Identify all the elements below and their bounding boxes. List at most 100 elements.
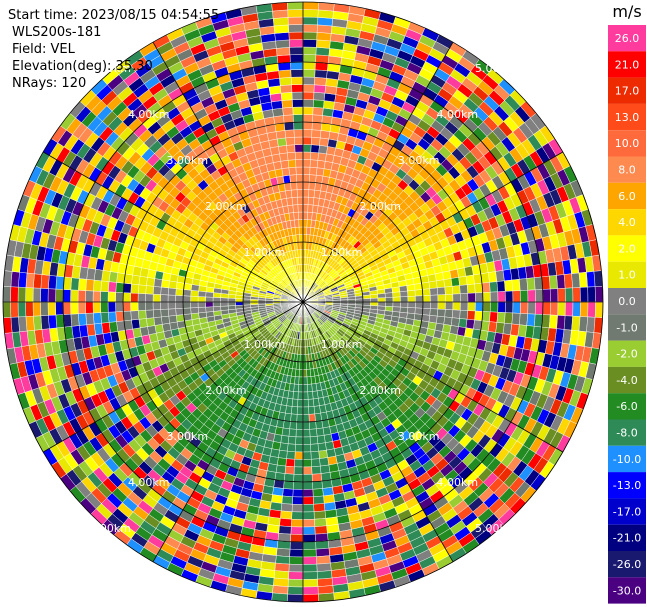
range-gate bbox=[289, 541, 304, 550]
range-gate bbox=[302, 578, 319, 588]
range-gate bbox=[578, 316, 588, 333]
range-gate bbox=[273, 570, 290, 580]
ring-label: 4.00km bbox=[128, 108, 170, 121]
range-gate bbox=[481, 282, 491, 293]
range-gate bbox=[302, 151, 312, 160]
colorbar-label: -2.0 bbox=[616, 348, 637, 361]
range-gate bbox=[145, 309, 155, 319]
ring-label: 1.00km bbox=[321, 246, 363, 259]
range-gate bbox=[422, 295, 431, 303]
colorbar-bin bbox=[608, 498, 646, 525]
range-gate bbox=[302, 504, 315, 513]
range-gate bbox=[137, 293, 146, 303]
range-gate bbox=[10, 316, 20, 333]
range-gate bbox=[430, 294, 439, 303]
range-gate bbox=[407, 307, 416, 314]
range-gate bbox=[413, 282, 423, 291]
range-gate bbox=[287, 9, 304, 18]
range-gate bbox=[307, 391, 314, 400]
range-gate bbox=[302, 166, 311, 175]
range-gate bbox=[564, 287, 574, 303]
range-gate bbox=[302, 181, 310, 190]
range-gate bbox=[489, 311, 498, 323]
colorbar-bin bbox=[608, 551, 646, 578]
range-gate bbox=[445, 301, 454, 311]
range-gate bbox=[146, 317, 156, 327]
range-gate bbox=[212, 306, 222, 312]
range-gate bbox=[287, 443, 296, 453]
range-gate bbox=[40, 274, 50, 289]
range-gate bbox=[131, 274, 141, 285]
range-gate bbox=[302, 541, 317, 550]
range-gate bbox=[212, 301, 221, 307]
range-gate bbox=[302, 9, 319, 18]
range-gate bbox=[302, 76, 315, 86]
range-gate bbox=[283, 473, 295, 482]
range-gate bbox=[287, 586, 304, 595]
range-gate bbox=[294, 151, 304, 160]
range-gate bbox=[205, 296, 214, 303]
range-gate bbox=[182, 295, 191, 303]
range-gate bbox=[123, 282, 132, 294]
range-gate bbox=[312, 390, 319, 400]
range-gate bbox=[563, 315, 573, 331]
range-gate bbox=[291, 196, 299, 206]
range-gate bbox=[288, 428, 297, 438]
range-gate bbox=[548, 275, 558, 290]
range-gate bbox=[152, 301, 161, 311]
range-gate bbox=[286, 197, 294, 206]
colorbar-bin bbox=[608, 288, 646, 315]
range-gate bbox=[302, 61, 316, 71]
range-gate bbox=[168, 315, 178, 324]
range-gate bbox=[32, 301, 42, 317]
range-gate bbox=[587, 286, 596, 303]
ring-label: 2.00km bbox=[205, 200, 247, 213]
range-gate bbox=[407, 290, 416, 297]
range-gate bbox=[287, 204, 294, 214]
header-line: NRays: 120 bbox=[12, 76, 86, 91]
range-gate bbox=[302, 436, 311, 445]
range-gate bbox=[250, 301, 259, 305]
colorbar-bin bbox=[608, 51, 646, 78]
range-gate bbox=[309, 421, 317, 430]
range-gate bbox=[314, 62, 329, 71]
range-gate bbox=[290, 181, 298, 191]
range-gate bbox=[291, 398, 299, 408]
range-gate bbox=[279, 77, 292, 86]
range-gate bbox=[152, 286, 162, 295]
range-gate bbox=[436, 279, 445, 289]
range-gate bbox=[272, 585, 289, 595]
range-gate bbox=[137, 301, 146, 311]
range-gate bbox=[450, 277, 460, 287]
range-gate bbox=[289, 54, 304, 63]
range-gate bbox=[318, 145, 328, 155]
range-gate bbox=[205, 301, 214, 308]
range-gate bbox=[152, 309, 162, 318]
range-gate bbox=[296, 414, 304, 423]
range-gate bbox=[302, 219, 308, 228]
colorbar-label: 17.0 bbox=[615, 85, 640, 98]
range-gate bbox=[437, 294, 446, 303]
range-gate bbox=[212, 297, 221, 303]
range-gate bbox=[288, 166, 297, 176]
range-gate bbox=[322, 426, 332, 436]
range-gate bbox=[302, 226, 308, 235]
range-gate bbox=[302, 91, 315, 100]
range-gate bbox=[323, 433, 333, 443]
range-gate bbox=[467, 301, 476, 312]
range-gate bbox=[295, 166, 304, 175]
range-gate bbox=[310, 144, 320, 154]
range-gate bbox=[549, 288, 559, 303]
range-gate bbox=[145, 293, 154, 303]
range-gate bbox=[519, 313, 528, 326]
range-gate bbox=[300, 249, 304, 258]
range-gate bbox=[25, 287, 34, 303]
range-gate bbox=[399, 290, 409, 298]
range-gate bbox=[2, 286, 12, 303]
range-gate bbox=[274, 562, 290, 572]
range-gate bbox=[197, 296, 206, 303]
colorbar-unit: m/s bbox=[612, 2, 641, 21]
range-gate bbox=[314, 525, 328, 535]
range-gate bbox=[190, 290, 199, 297]
range-gate bbox=[100, 291, 109, 303]
